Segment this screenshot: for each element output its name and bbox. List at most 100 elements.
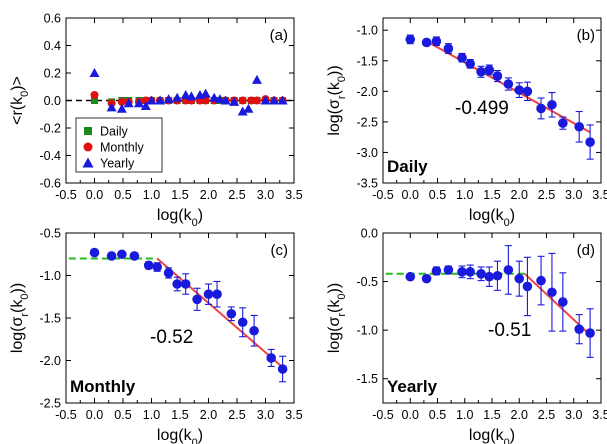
y-tick-label: 0.4 (44, 39, 61, 53)
x-tick-label: 0.5 (114, 188, 131, 202)
data-point (405, 271, 416, 282)
x-tick-label: 2.0 (511, 188, 528, 202)
daily-point (91, 97, 98, 104)
panel-d-ticks (382, 232, 602, 403)
data-point (266, 353, 277, 363)
yearly-point (155, 95, 166, 105)
monthly-point (238, 96, 247, 105)
panel-c: -0.5 0.0 0.5 1.0 1.5 2.0 2.5 3.0 3.5 -2.5 -2.0 -1.… (9, 227, 303, 444)
yearly-point (106, 102, 117, 112)
y-tick-label: 0.0 (44, 94, 61, 108)
y-tick-label: -0.5 (39, 227, 61, 241)
panel-d: -0.5 0.0 0.5 1.0 1.5 2.0 2.5 3.0 3.5 -1.5 -1.0 -0.… (326, 227, 607, 444)
data-point (203, 289, 214, 300)
x-tick-label: 3.0 (257, 188, 274, 202)
x-tick-label: 0.5 (429, 188, 446, 202)
x-tick-label: 0.0 (86, 408, 103, 422)
data-point (237, 317, 248, 328)
x-tick-label: 2.0 (200, 188, 217, 202)
yearly-point (260, 95, 271, 105)
data-point (536, 275, 546, 286)
panel-c-lines (68, 257, 284, 369)
panel-d-name-annotation: Yearly (387, 377, 438, 396)
x-tick-label: 2.5 (538, 408, 555, 422)
yearly-point (229, 96, 240, 106)
monthly-point (117, 97, 126, 106)
y-tick-label: -3.5 (356, 177, 378, 191)
x-tick-label: -0.5 (372, 188, 394, 202)
data-point (421, 273, 432, 284)
yearly-point (116, 103, 127, 113)
data-point (484, 271, 495, 282)
x-tick-label: 3.5 (285, 188, 302, 202)
legend-circle-marker (83, 142, 93, 152)
y-tick-label: -1.5 (356, 54, 378, 68)
panel-b-y-axis-label: log(σr(k0)) (326, 65, 348, 135)
x-tick-label: -0.5 (372, 408, 394, 422)
x-tick-label: 3.5 (592, 188, 607, 202)
panel-b-x-axis-label: log(k0) (469, 207, 515, 229)
data-point (117, 249, 127, 260)
x-tick-label: 0.0 (86, 188, 103, 202)
x-tick-label: 2.5 (228, 188, 245, 202)
x-tick-label: 3.5 (592, 408, 607, 422)
y-tick-label: -1.5 (356, 372, 378, 386)
data-point (421, 37, 432, 48)
data-point (457, 267, 467, 277)
data-point (249, 325, 259, 336)
data-point (457, 52, 467, 63)
data-point (106, 251, 117, 261)
y-tick-label: 0.0 (361, 227, 378, 241)
data-point (492, 71, 503, 81)
data-point (574, 324, 584, 334)
yearly-point (123, 98, 134, 108)
x-tick-label: 1.0 (456, 408, 473, 422)
data-point (180, 279, 191, 289)
legend-label-monthly: Monthly (100, 141, 145, 155)
x-tick-label: 1.5 (171, 408, 188, 422)
x-tick-label: 1.0 (143, 408, 160, 422)
panel-d-x-axis-label: log(k0) (469, 427, 515, 444)
yearly-point (89, 68, 100, 77)
yearly-point (200, 88, 211, 98)
yearly-point (163, 94, 174, 104)
panel-a-x-axis-label: log(k0) (157, 207, 203, 229)
y-tick-label: -2.5 (356, 115, 378, 129)
x-tick-label: 2.5 (538, 188, 555, 202)
yearly-point (237, 106, 248, 116)
data-point (522, 86, 533, 97)
data-point (503, 265, 514, 275)
panel-c-slope-annotation: -0.52 (150, 327, 193, 348)
data-point (484, 65, 495, 75)
y-tick-label: -0.5 (356, 275, 378, 289)
legend-entry-monthly: Monthly (83, 141, 145, 155)
data-point (558, 118, 568, 128)
monthly-point (247, 96, 256, 105)
x-tick-label: 0.0 (402, 408, 419, 422)
x-tick-label: 3.0 (565, 408, 582, 422)
data-point (443, 265, 454, 275)
panel-a-marks (89, 68, 288, 116)
data-point (492, 270, 503, 281)
panel-b-name-annotation: Daily (387, 157, 428, 176)
y-tick-label: -0.6 (39, 177, 61, 191)
data-point (226, 308, 237, 319)
monthly-point (252, 96, 261, 105)
yearly-point (180, 90, 191, 99)
panel-d-x-tick-labels: -0.5 0.0 0.5 1.0 1.5 2.0 2.5 3.0 3.5 (372, 408, 607, 422)
panel-d-y-axis-label: log(σr(k0)) (326, 283, 348, 353)
x-tick-label: 0.5 (114, 408, 131, 422)
panel-b-ticks (382, 18, 602, 184)
data-point (465, 59, 476, 69)
data-point (152, 262, 162, 272)
legend-label-daily: Daily (100, 125, 129, 139)
yearly-point (251, 74, 262, 84)
data-point (172, 279, 182, 289)
x-tick-label: 3.0 (257, 408, 274, 422)
yearly-point (140, 101, 151, 110)
x-tick-label: 3.0 (565, 188, 582, 202)
x-tick-label: 2.0 (200, 408, 217, 422)
panel-a-x-tick-labels: -0.5 0.0 0.5 1.0 1.5 2.0 2.5 3.0 3.5 (55, 188, 303, 202)
x-tick-label: 0.0 (402, 188, 419, 202)
